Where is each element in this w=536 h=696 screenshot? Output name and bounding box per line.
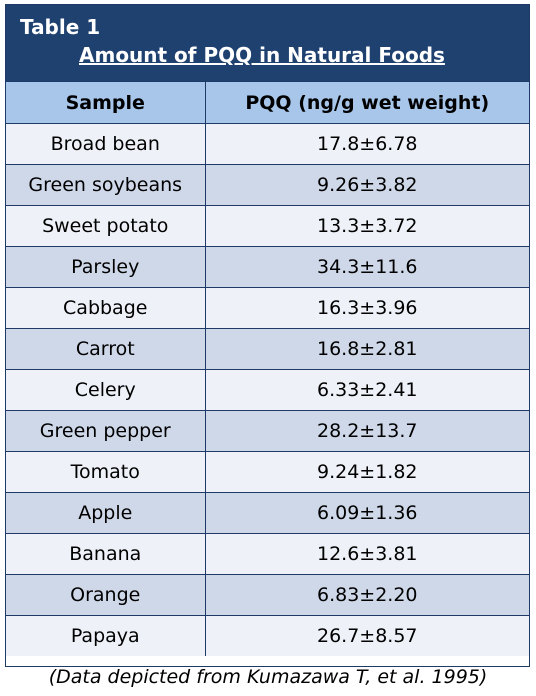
table-title: Amount of PQQ in Natural Foods bbox=[79, 43, 445, 67]
pqq-value-cell: 17.8±6.78 bbox=[205, 123, 529, 165]
table-row: Carrot 16.8±2.81 bbox=[6, 328, 529, 370]
column-header-pqq: PQQ (ng/g wet weight) bbox=[205, 82, 529, 124]
sample-cell: Tomato bbox=[6, 451, 206, 493]
sample-cell: Green soybeans bbox=[6, 164, 206, 206]
table-row: Tomato 9.24±1.82 bbox=[6, 451, 529, 493]
pqq-value-cell: 6.09±1.36 bbox=[205, 492, 529, 534]
pqq-value-cell: 9.24±1.82 bbox=[205, 451, 529, 493]
table-row: Cabbage 16.3±3.96 bbox=[6, 287, 529, 329]
pqq-value-cell: 13.3±3.72 bbox=[205, 205, 529, 247]
table-label: Table 1 bbox=[20, 15, 101, 39]
pqq-value-cell: 6.83±2.20 bbox=[205, 574, 529, 616]
sample-cell: Celery bbox=[6, 369, 206, 411]
pqq-value-cell: 28.2±13.7 bbox=[205, 410, 529, 452]
table-row: Green pepper 28.2±13.7 bbox=[6, 410, 529, 452]
data-table: Sample PQQ (ng/g wet weight) Broad bean 1… bbox=[6, 82, 529, 656]
sample-cell: Papaya bbox=[6, 615, 206, 656]
sample-cell: Sweet potato bbox=[6, 205, 206, 247]
table-row: Apple 6.09±1.36 bbox=[6, 492, 529, 534]
pqq-table: Table 1 Amount of PQQ in Natural Foods S… bbox=[5, 4, 530, 667]
sample-cell: Green pepper bbox=[6, 410, 206, 452]
sample-cell: Banana bbox=[6, 533, 206, 575]
table-row: Orange 6.83±2.20 bbox=[6, 574, 529, 616]
sample-cell: Carrot bbox=[6, 328, 206, 370]
table-row: Green soybeans 9.26±3.82 bbox=[6, 164, 529, 206]
table-row: Parsley 34.3±11.6 bbox=[6, 246, 529, 288]
sample-cell: Orange bbox=[6, 574, 206, 616]
table-title-bar: Table 1 Amount of PQQ in Natural Foods bbox=[6, 5, 529, 82]
sample-cell: Cabbage bbox=[6, 287, 206, 329]
sample-cell: Broad bean bbox=[6, 123, 206, 165]
pqq-value-cell: 12.6±3.81 bbox=[205, 533, 529, 575]
table-row: Celery 6.33±2.41 bbox=[6, 369, 529, 411]
pqq-value-cell: 6.33±2.41 bbox=[205, 369, 529, 411]
table-body: Broad bean 17.8±6.78 Green soybeans 9.26±3.… bbox=[6, 123, 529, 656]
pqq-value-cell: 16.3±3.96 bbox=[205, 287, 529, 329]
pqq-value-cell: 16.8±2.81 bbox=[205, 328, 529, 370]
pqq-value-cell: 9.26±3.82 bbox=[205, 164, 529, 206]
header-row: Sample PQQ (ng/g wet weight) bbox=[6, 82, 529, 124]
table-row: Sweet potato 13.3±3.72 bbox=[6, 205, 529, 247]
source-caption: (Data depicted from Kumazawa T, et al. 1… bbox=[48, 666, 488, 688]
sample-cell: Apple bbox=[6, 492, 206, 534]
pqq-value-cell: 26.7±8.57 bbox=[205, 615, 529, 656]
pqq-value-cell: 34.3±11.6 bbox=[205, 246, 529, 288]
table-row: Banana 12.6±3.81 bbox=[6, 533, 529, 575]
table-row: Papaya 26.7±8.57 bbox=[6, 615, 529, 656]
column-header-sample: Sample bbox=[6, 82, 206, 124]
sample-cell: Parsley bbox=[6, 246, 206, 288]
table-row: Broad bean 17.8±6.78 bbox=[6, 123, 529, 165]
